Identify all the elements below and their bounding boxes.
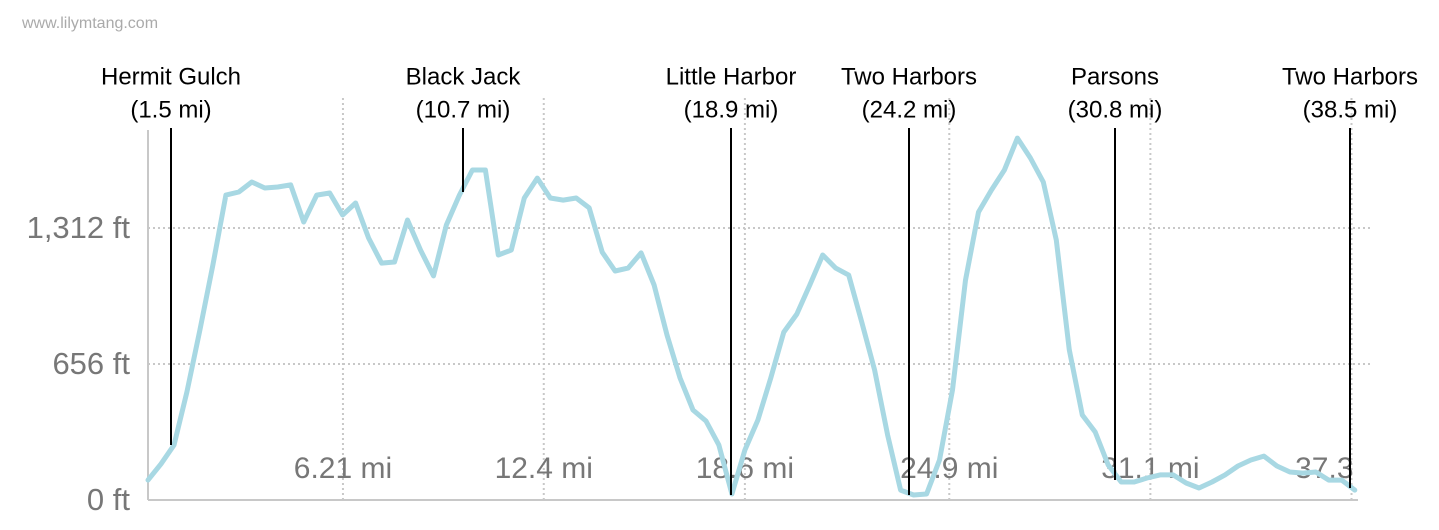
elevation-line (145, 135, 1358, 498)
y-tick-label: 1,312 ft (27, 210, 131, 245)
annotation-label: Hermit Gulch (101, 63, 241, 90)
annotation-label: Parsons (1071, 63, 1159, 90)
annotation-sublabel: (18.9 mi) (684, 96, 779, 123)
x-tick-label: 24.9 mi (900, 452, 998, 485)
annotation-sublabel: (24.2 mi) (862, 96, 957, 123)
x-tick-label: 6.21 mi (294, 452, 392, 485)
watermark: www.lilymtang.com (21, 15, 158, 32)
annotation-sublabel: (38.5 mi) (1303, 96, 1398, 123)
annotation-label: Two Harbors (1282, 63, 1418, 90)
x-tick-label: 12.4 mi (495, 452, 593, 485)
annotation-sublabel: (1.5 mi) (130, 96, 211, 123)
annotation-sublabel: (10.7 mi) (416, 96, 511, 123)
y-tick-label: 0 ft (87, 482, 130, 517)
annotation-sublabel: (30.8 mi) (1068, 96, 1163, 123)
y-tick-label: 656 ft (52, 346, 130, 381)
annotation-label: Little Harbor (666, 63, 797, 90)
annotation-label: Black Jack (406, 63, 522, 90)
annotation-label: Two Harbors (841, 63, 977, 90)
